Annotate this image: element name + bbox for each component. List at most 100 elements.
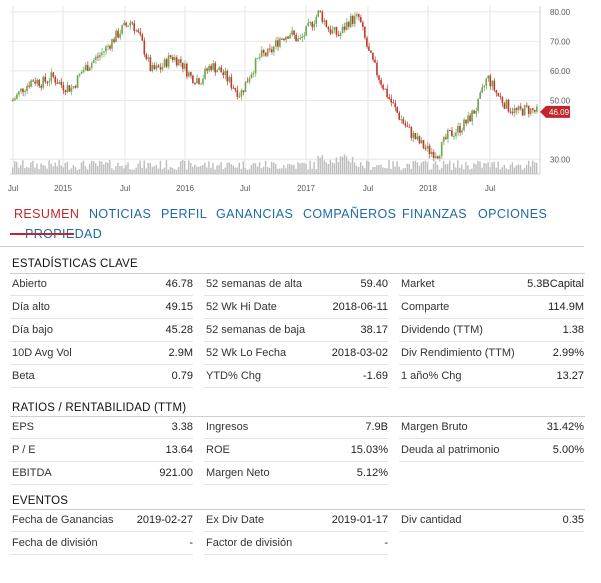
stat-label: Market xyxy=(401,278,435,290)
volume-bar xyxy=(28,167,30,174)
volume-bar xyxy=(175,169,178,174)
volume-bar xyxy=(18,167,20,174)
volume-bar xyxy=(313,161,315,174)
stat-value: - xyxy=(189,537,193,549)
tab-finanzas[interactable]: FINANZAS xyxy=(402,207,468,221)
candle-body xyxy=(123,22,125,26)
volume-bar xyxy=(234,167,236,174)
candle-body xyxy=(268,48,271,50)
stat-label: 1 año% Chg xyxy=(401,370,462,382)
candle-body xyxy=(471,110,473,122)
key-stats-rule xyxy=(10,273,585,274)
stat-value: 13.27 xyxy=(556,370,584,382)
candle-body xyxy=(416,136,419,140)
volume-bar xyxy=(404,168,406,174)
candle-body xyxy=(453,135,455,137)
volume-bar xyxy=(96,165,99,174)
candle-body xyxy=(281,38,283,40)
stat-row-52-semanas-baja: 52 semanas de baja 38.17 xyxy=(204,319,388,342)
tab-companeros[interactable]: COMPAÑEROS xyxy=(303,207,397,221)
volume-bar xyxy=(94,163,97,174)
candle-body xyxy=(327,27,330,30)
stat-row-margen-bruto: Margen Bruto 31.42% xyxy=(399,416,584,439)
volume-bar xyxy=(129,168,131,174)
candle-body xyxy=(402,119,405,124)
volume-bar xyxy=(183,160,186,174)
stat-value: 2.9M xyxy=(168,347,193,359)
candle-body xyxy=(226,71,229,82)
volume-bar xyxy=(127,162,129,174)
volume-bar xyxy=(220,162,222,174)
active-tab-indicator xyxy=(10,233,74,235)
candle-body xyxy=(48,81,51,83)
stat-label: Deuda al patrimonio xyxy=(401,444,500,456)
volume-bar xyxy=(171,167,174,174)
volume-bar xyxy=(527,160,530,174)
volume-bar xyxy=(62,167,64,174)
candle-body xyxy=(92,60,95,63)
x-tick-label: 2018 xyxy=(419,184,437,193)
candle-body xyxy=(181,62,184,69)
stat-label: Ingresos xyxy=(206,421,249,433)
stat-value: 921.00 xyxy=(159,467,193,479)
candle-body xyxy=(434,156,437,158)
candle-body xyxy=(101,52,103,55)
tab-opciones[interactable]: OPCIONES xyxy=(478,207,548,221)
volume-bar xyxy=(58,160,60,174)
volume-bar xyxy=(517,164,520,174)
stat-label: 52 Wk Hi Date xyxy=(206,301,277,313)
tab-ganancias[interactable]: GANANCIAS xyxy=(216,207,294,221)
volume-bar xyxy=(307,169,309,174)
tab-noticias[interactable]: NOTICIAS xyxy=(89,207,152,221)
candle-body xyxy=(242,90,245,92)
candle-body xyxy=(34,81,36,84)
volume-bar xyxy=(26,167,28,174)
candle-body xyxy=(260,50,263,57)
volume-bar xyxy=(529,166,532,174)
y-tick-label: 50.00 xyxy=(550,96,571,105)
volume-bar xyxy=(252,163,255,174)
candle-body xyxy=(313,23,316,28)
candle-body xyxy=(487,75,490,79)
volume-bar xyxy=(511,162,514,174)
volume-bar xyxy=(266,166,269,174)
price-chart-svg[interactable]: 80.00 70.00 60.00 50.00 30.00 Jul 2015 Jul 2016 J… xyxy=(0,0,601,196)
volume-bar xyxy=(244,168,247,174)
ratios-rule xyxy=(10,416,585,417)
volume-bar xyxy=(277,168,279,174)
volume-bar xyxy=(372,167,374,174)
candle-body xyxy=(90,62,93,68)
stat-label: Div cantidad xyxy=(401,514,462,526)
volume-bar xyxy=(479,161,481,174)
volume-bar xyxy=(141,167,143,174)
volume-bar xyxy=(22,160,24,174)
candle-body xyxy=(22,88,24,93)
volume-bar xyxy=(270,161,273,174)
volume-bar xyxy=(117,162,119,174)
candle-body xyxy=(412,133,415,138)
tab-resumen[interactable]: RESUMEN xyxy=(14,207,80,221)
stat-value: 5.12% xyxy=(356,467,388,479)
stat-row-52-wk-lo-fecha: 52 Wk Lo Fecha 2018-03-02 xyxy=(204,342,388,365)
stat-value: 3.38 xyxy=(171,421,193,433)
candle-body xyxy=(436,156,439,159)
volume-bar xyxy=(190,162,192,174)
tab-perfil[interactable]: PERFIL xyxy=(161,207,208,221)
volume-bar xyxy=(52,166,54,174)
candle-body xyxy=(467,115,469,124)
candle-body xyxy=(451,130,453,137)
candle-body xyxy=(161,66,164,70)
stat-value: 2018-06-11 xyxy=(332,301,388,313)
volume-bar xyxy=(420,162,423,174)
candle-body xyxy=(382,84,384,90)
volume-bar xyxy=(378,165,380,174)
volume-bar xyxy=(388,160,390,174)
volume-bar xyxy=(54,162,56,174)
stat-label: 52 semanas de alta xyxy=(206,278,303,290)
candle-body xyxy=(432,151,435,158)
volume-bar xyxy=(242,161,245,174)
stat-value: - xyxy=(384,537,388,549)
price-chart[interactable]: 80.00 70.00 60.00 50.00 30.00 Jul 2015 Jul 2016 J… xyxy=(0,0,601,196)
candle-body xyxy=(50,72,53,82)
volume-bar xyxy=(42,165,44,174)
